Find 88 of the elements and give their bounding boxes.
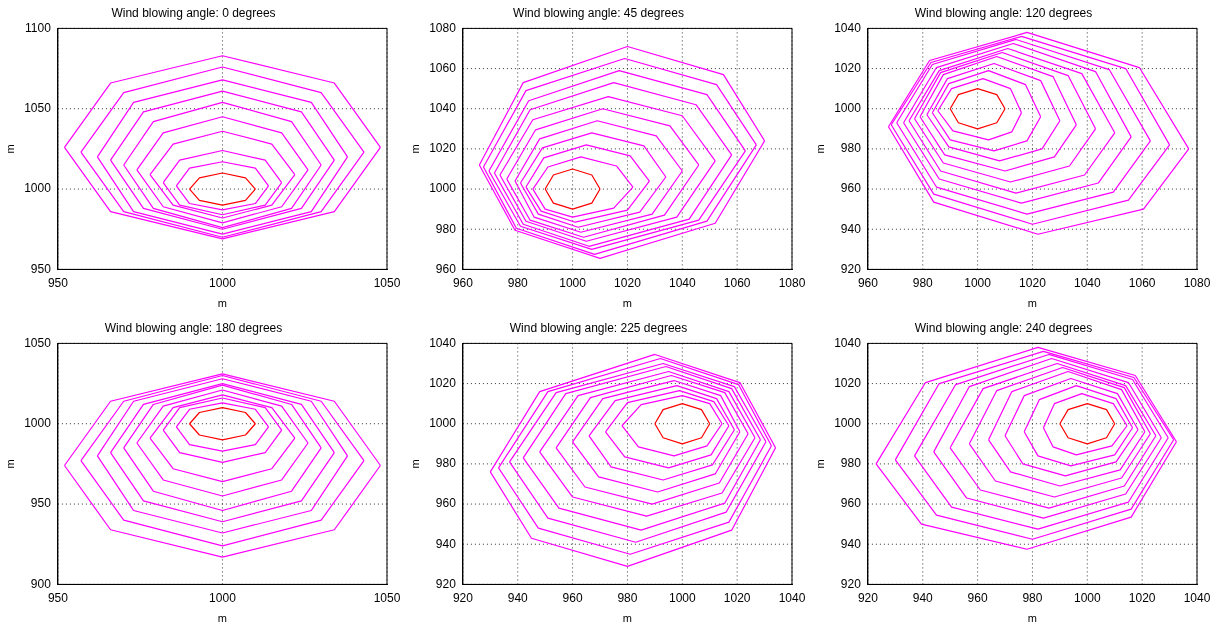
y-tick-label: 1000 (834, 416, 862, 431)
y-tick-label: 1050 (24, 101, 52, 116)
chart-title: Wind blowing angle: 0 degrees (111, 5, 276, 20)
x-tick-label: 1000 (209, 590, 237, 605)
x-tick-label: 920 (452, 590, 474, 605)
y-tick-label: 1020 (429, 375, 457, 390)
x-tick-label: 980 (912, 275, 934, 290)
x-axis-title: m (217, 612, 228, 625)
y-tick-label: 960 (840, 181, 862, 196)
y-tick-label: 950 (30, 496, 52, 511)
y-tick-label: 960 (435, 261, 457, 276)
x-tick-label: 1000 (209, 275, 237, 290)
y-tick-label: 1020 (429, 141, 457, 156)
x-tick-label: 920 (857, 590, 879, 605)
y-tick-label: 940 (840, 536, 862, 551)
y-tick-label: 1060 (429, 60, 457, 75)
y-tick-label: 1080 (429, 20, 457, 35)
y-tick-label: 960 (435, 496, 457, 511)
y-tick-label: 1040 (834, 335, 862, 350)
y-tick-label: 1040 (429, 101, 457, 116)
x-tick-label: 960 (857, 275, 879, 290)
y-tick-label: 920 (435, 576, 457, 591)
x-tick-label: 960 (562, 590, 583, 605)
x-tick-label: 950 (47, 590, 69, 605)
y-tick-label: 980 (840, 456, 862, 471)
y-tick-label: 950 (30, 261, 52, 276)
y-tick-label: 1040 (429, 335, 457, 350)
chart-title: Wind blowing angle: 120 degrees (914, 5, 1093, 20)
x-tick-label: 1080 (778, 275, 806, 290)
x-tick-label: 960 (452, 275, 474, 290)
x-tick-label: 1040 (778, 590, 806, 605)
y-tick-label: 920 (840, 576, 862, 591)
x-tick-label: 950 (47, 275, 69, 290)
x-axis-title: m (1027, 612, 1038, 625)
x-tick-label: 1060 (1128, 275, 1156, 290)
y-axis-title: m (3, 459, 16, 469)
y-axis-title: m (408, 144, 421, 154)
y-tick-label: 1100 (25, 20, 52, 35)
y-axis-title: m (813, 144, 826, 154)
x-tick-label: 1000 (964, 275, 992, 290)
y-tick-label: 1020 (834, 375, 862, 390)
y-tick-label: 980 (435, 221, 457, 236)
y-tick-label: 1000 (24, 181, 52, 196)
x-tick-label: 980 (507, 275, 529, 290)
y-tick-label: 980 (840, 141, 862, 156)
x-tick-label: 1000 (1073, 590, 1101, 605)
y-tick-label: 1020 (834, 60, 862, 75)
x-tick-label: 960 (967, 590, 988, 605)
x-tick-label: 1050 (373, 590, 401, 605)
chart-title: Wind blowing angle: 45 degrees (513, 5, 684, 20)
y-tick-label: 900 (30, 576, 52, 591)
y-tick-label: 980 (435, 456, 457, 471)
y-tick-label: 1000 (429, 416, 457, 431)
y-tick-label: 1000 (429, 181, 457, 196)
y-axis-title: m (408, 459, 421, 469)
chart-title: Wind blowing angle: 225 degrees (509, 320, 688, 335)
x-tick-label: 1020 (1128, 590, 1156, 605)
y-tick-label: 1050 (24, 335, 52, 350)
y-tick-label: 1040 (834, 20, 862, 35)
y-axis-title: m (813, 459, 826, 469)
x-tick-label: 1080 (1183, 275, 1211, 290)
x-tick-label: 1050 (373, 275, 401, 290)
x-tick-label: 1000 (559, 275, 587, 290)
x-tick-label: 1040 (1073, 275, 1101, 290)
x-tick-label: 940 (912, 590, 934, 605)
x-tick-label: 940 (507, 590, 529, 605)
y-tick-label: 1000 (834, 101, 862, 116)
x-tick-label: 1020 (723, 590, 751, 605)
x-tick-label: 1000 (668, 590, 696, 605)
x-tick-label: 1060 (723, 275, 751, 290)
x-tick-label: 1040 (668, 275, 696, 290)
x-tick-label: 1020 (614, 275, 642, 290)
x-axis-title: m (622, 297, 633, 310)
chart-title: Wind blowing angle: 240 degrees (914, 320, 1093, 335)
y-tick-label: 1000 (24, 416, 52, 431)
y-axis-title: m (3, 144, 16, 154)
x-tick-label: 1040 (1183, 590, 1211, 605)
x-tick-label: 980 (617, 590, 638, 605)
x-tick-label: 980 (1022, 590, 1043, 605)
y-tick-label: 940 (840, 221, 862, 236)
y-tick-label: 940 (435, 536, 457, 551)
x-axis-title: m (217, 297, 228, 310)
chart-title: Wind blowing angle: 180 degrees (104, 320, 283, 335)
y-tick-label: 960 (840, 496, 862, 511)
y-tick-label: 920 (840, 261, 862, 276)
x-tick-label: 1020 (1019, 275, 1047, 290)
x-axis-title: m (622, 612, 633, 625)
x-axis-title: m (1027, 297, 1038, 310)
